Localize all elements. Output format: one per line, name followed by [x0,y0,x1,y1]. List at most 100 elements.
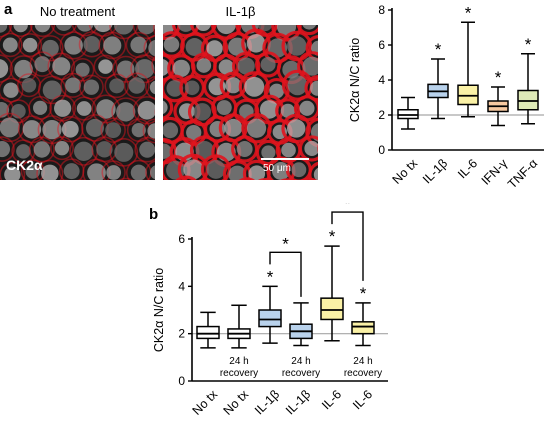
cell-nucleus [33,100,48,115]
cell-membrane [304,75,318,102]
cell-membrane [118,177,134,180]
comparison-star: * [344,203,351,213]
scalebar-label: 50 μm [263,163,291,174]
cell-nucleus [0,141,11,158]
cell-nucleus [0,59,9,79]
recovery-label-line2: recovery [344,368,382,379]
cell-membrane [151,55,155,75]
cell-nucleus [147,123,155,139]
box [320,297,344,321]
cell-nucleus [259,100,279,119]
cell-membrane [78,74,104,100]
cell-membrane [275,98,301,124]
cell-nucleus [281,142,296,158]
cell-nucleus [96,99,116,119]
cell-nucleus [0,102,10,118]
cell-nucleus [177,25,194,32]
cell-nucleus [137,100,155,120]
cell-membrane [0,77,24,103]
cell-nucleus [163,100,168,115]
cell-nucleus [76,25,94,32]
cell-nucleus [310,80,318,96]
cell-nucleus [42,80,62,100]
cell-nucleus [193,103,212,121]
y-tick-label: 8 [378,3,385,17]
cell-membrane [18,33,43,58]
y-axis-label: CK2α N/C ratio [152,268,166,352]
cell-membrane [145,75,155,100]
cell-nucleus [41,164,59,180]
cell-membrane [190,25,217,37]
cell-membrane [93,54,118,79]
category-label: IL-6 [319,387,344,412]
cell-nucleus [139,141,155,158]
cell-nucleus [237,57,255,75]
cell-membrane [142,118,155,144]
box [258,309,282,328]
cell-nucleus [106,165,122,180]
significance-star: * [329,227,336,246]
cell-nucleus [261,145,276,160]
cell-membrane [0,54,13,83]
y-tick-label: 6 [378,38,385,52]
category-label: No tx [190,387,221,418]
cell-nucleus [16,144,31,159]
cell-membrane [70,57,95,82]
cell-membrane [132,96,155,125]
cell-nucleus [137,25,155,35]
cell-nucleus [0,117,20,138]
y-tick-label: 0 [378,143,385,157]
cell-membrane [305,117,318,148]
cell-membrane [100,117,126,143]
cell-nucleus [54,140,70,156]
cell-nucleus [302,56,318,76]
significance-star: * [495,68,502,87]
cell-nucleus [83,35,101,53]
cell-membrane [72,96,97,121]
cell-nucleus [196,58,212,73]
cell-membrane [104,73,130,99]
cell-membrane [238,71,270,103]
cell-nucleus [163,122,179,139]
cell-membrane [0,25,13,38]
cell-nucleus [34,25,51,33]
cell-nucleus [149,165,155,180]
y-tick-label: 4 [178,279,185,293]
cell-nucleus [96,141,113,158]
cell-nucleus [11,104,26,119]
box [351,321,375,335]
cell-nucleus [195,25,212,32]
cell-nucleus [85,118,104,137]
cell-nucleus [286,119,306,138]
category-label: IL-1β [420,156,450,186]
cell-nucleus [225,77,242,94]
cell-nucleus [287,36,307,56]
cell-nucleus [224,118,243,137]
significance-star: * [267,267,274,286]
comparison-star: * [282,234,289,253]
cell-nucleus [93,25,113,33]
y-tick-label: 6 [178,232,185,246]
cell-nucleus [52,57,71,76]
cell-nucleus [3,82,19,98]
cell-nucleus [103,36,122,55]
cell-membrane [0,136,15,162]
recovery-label-line2: recovery [282,368,320,379]
cell-membrane [101,160,126,180]
cell-membrane [163,94,174,120]
significance-star: * [435,40,442,59]
cell-nucleus [109,78,125,94]
cell-nucleus [116,60,135,78]
cell-nucleus [271,162,290,180]
cell-membrane [152,25,155,36]
cell-nucleus [135,59,155,79]
cell-nucleus [75,62,90,77]
cell-nucleus [116,102,136,122]
cell-nucleus [0,25,8,33]
cell-nucleus [302,25,317,30]
cell-nucleus [130,164,147,180]
cell-nucleus [4,166,21,180]
cell-nucleus [2,37,18,53]
cell-membrane [50,136,74,161]
category-label: IL-6 [455,156,480,181]
